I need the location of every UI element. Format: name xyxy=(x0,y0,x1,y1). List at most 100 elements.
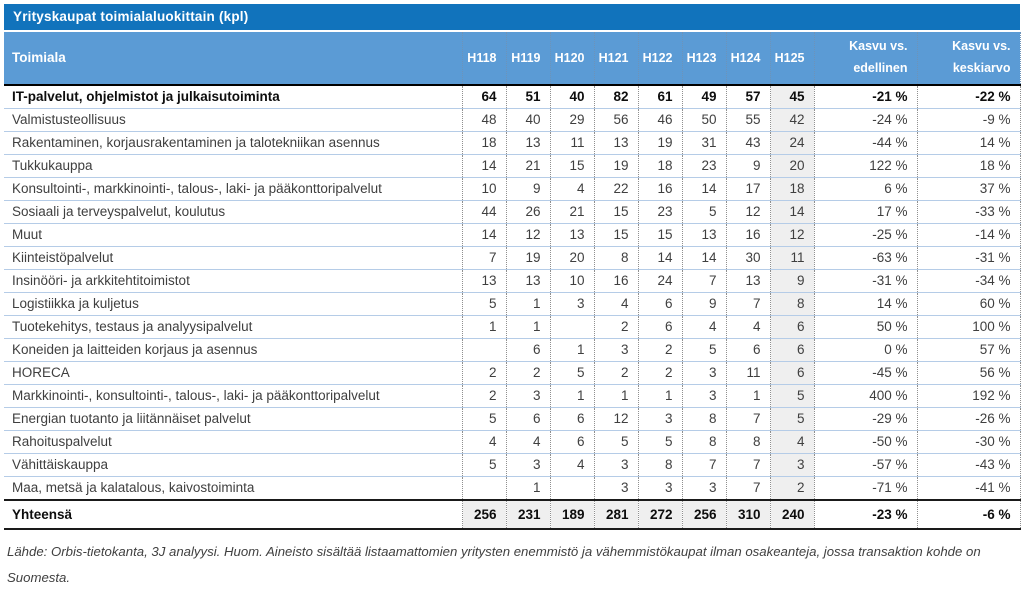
cell-h124: 7 xyxy=(725,453,770,477)
cell-growth-prev: -29 % xyxy=(813,407,917,431)
cell-growth-avg: 192 % xyxy=(916,384,1021,408)
table-row: Energian tuotanto ja liitännäiset palvel… xyxy=(4,407,1021,431)
header-line: edellinen xyxy=(853,60,908,75)
cell-toimiala: Insinööri- ja arkkitehtitoimistot xyxy=(4,269,462,293)
column-header-growth-prev: Kasvu vs. edellinen xyxy=(813,32,917,86)
cell-h124: 8 xyxy=(725,430,770,454)
cell-h125: 20 xyxy=(769,154,814,178)
cell-h124: 4 xyxy=(725,315,770,339)
cell-h125: 8 xyxy=(769,292,814,316)
column-header-h125: H125 xyxy=(769,32,814,86)
cell-toimiala: Muut xyxy=(4,223,462,247)
column-header-toimiala: Toimiala xyxy=(4,32,462,86)
cell-h120: 5 xyxy=(549,361,594,385)
cell-h124: 55 xyxy=(725,108,770,132)
cell-h119: 3 xyxy=(505,453,550,477)
cell-h120: 3 xyxy=(549,292,594,316)
cell-toimiala: Konsultointi-, markkinointi-, talous-, l… xyxy=(4,177,462,201)
table-row: Muut 14 12 13 15 15 13 16 12 -25 % -14 % xyxy=(4,223,1021,247)
cell-h121: 12 xyxy=(593,407,638,431)
cell-h119: 21 xyxy=(505,154,550,178)
cell-h123: 5 xyxy=(681,338,726,362)
cell-growth-prev: -71 % xyxy=(813,476,917,501)
cell-h122: 1 xyxy=(637,384,682,408)
cell-h122: 24 xyxy=(637,269,682,293)
cell-h120: 21 xyxy=(549,200,594,224)
cell-h125: 24 xyxy=(769,131,814,155)
cell-h121: 5 xyxy=(593,430,638,454)
cell-h118: 10 xyxy=(461,177,506,201)
cell-h122: 6 xyxy=(637,315,682,339)
table-row: Logistiikka ja kuljetus 5 1 3 4 6 9 7 8 14 % 60 % xyxy=(4,292,1021,316)
source-note: Lähde: Orbis-tietokanta, 3J analyysi. Hu… xyxy=(7,543,981,585)
cell-growth-prev: 122 % xyxy=(813,154,917,178)
cell-growth-prev: -57 % xyxy=(813,453,917,477)
cell-h122: 2 xyxy=(637,361,682,385)
total-label: Yhteensä xyxy=(4,498,462,530)
cell-h119: 2 xyxy=(505,361,550,385)
cell-h122: 19 xyxy=(637,131,682,155)
cell-h120: 15 xyxy=(549,154,594,178)
cell-toimiala: Rahoituspalvelut xyxy=(4,430,462,454)
table-row: HORECA 2 2 5 2 2 3 11 6 -45 % 56 % xyxy=(4,361,1021,385)
cell-h120: 6 xyxy=(549,407,594,431)
cell-h118: 44 xyxy=(461,200,506,224)
cell-h124: 7 xyxy=(725,407,770,431)
cell-h118: 64 xyxy=(461,84,506,109)
cell-h121: 56 xyxy=(593,108,638,132)
cell-h123: 3 xyxy=(681,476,726,501)
cell-h118: 18 xyxy=(461,131,506,155)
cell-growth-avg: 37 % xyxy=(916,177,1021,201)
cell-h125: 6 xyxy=(769,338,814,362)
cell-growth-avg: 56 % xyxy=(916,361,1021,385)
cell-growth-prev: 14 % xyxy=(813,292,917,316)
cell-h123: 31 xyxy=(681,131,726,155)
cell-h119: 13 xyxy=(505,269,550,293)
cell-h119: 1 xyxy=(505,292,550,316)
cell-h123: 3 xyxy=(681,361,726,385)
cell-h125: 6 xyxy=(769,315,814,339)
cell-h123: 49 xyxy=(681,84,726,109)
cell-h125: 14 xyxy=(769,200,814,224)
cell-h121: 16 xyxy=(593,269,638,293)
cell-h118: 13 xyxy=(461,269,506,293)
table-row: Rakentaminen, korjausrakentaminen ja tal… xyxy=(4,131,1021,155)
cell-h125: 3 xyxy=(769,453,814,477)
cell-h118: 5 xyxy=(461,407,506,431)
cell-h124: 13 xyxy=(725,269,770,293)
cell-h118: 5 xyxy=(461,453,506,477)
table-row: Markkinointi-, konsultointi-, talous-, l… xyxy=(4,384,1021,408)
cell-h121: 15 xyxy=(593,223,638,247)
cell-h120: 10 xyxy=(549,269,594,293)
table-row: IT-palvelut, ohjelmistot ja julkaisutoim… xyxy=(4,84,1021,109)
cell-growth-avg: -26 % xyxy=(916,407,1021,431)
cell-growth-avg: -41 % xyxy=(916,476,1021,501)
cell-growth-avg: -31 % xyxy=(916,246,1021,270)
table-footer: Yhteensä 256 231 189 281 272 256 310 240 -23 % -6 … xyxy=(4,498,1021,530)
cell-h123: 9 xyxy=(681,292,726,316)
cell-h123: 14 xyxy=(681,246,726,270)
cell-h122: 2 xyxy=(637,338,682,362)
cell-h125: 11 xyxy=(769,246,814,270)
cell-h119: 6 xyxy=(505,338,550,362)
cell-growth-avg: -33 % xyxy=(916,200,1021,224)
cell-h121: 15 xyxy=(593,200,638,224)
cell-h124: 16 xyxy=(725,223,770,247)
cell-h119: 40 xyxy=(505,108,550,132)
cell-h125: 12 xyxy=(769,223,814,247)
cell-h119: 1 xyxy=(505,476,550,501)
table-title: Yrityskaupat toimialaluokittain (kpl) xyxy=(4,4,1020,30)
cell-growth-avg: 100 % xyxy=(916,315,1021,339)
cell-h120: 4 xyxy=(549,177,594,201)
cell-h122: 46 xyxy=(637,108,682,132)
cell-h125: 5 xyxy=(769,407,814,431)
cell-h124: 43 xyxy=(725,131,770,155)
cell-toimiala: Tuotekehitys, testaus ja analyysipalvelu… xyxy=(4,315,462,339)
cell-h122: 61 xyxy=(637,84,682,109)
column-header-h124: H124 xyxy=(725,32,770,86)
column-header-h122: H122 xyxy=(637,32,682,86)
cell-toimiala: Vähittäiskauppa xyxy=(4,453,462,477)
cell-h122: 3 xyxy=(637,476,682,501)
cell-h122: 6 xyxy=(637,292,682,316)
header-line: keskiarvo xyxy=(952,60,1011,75)
